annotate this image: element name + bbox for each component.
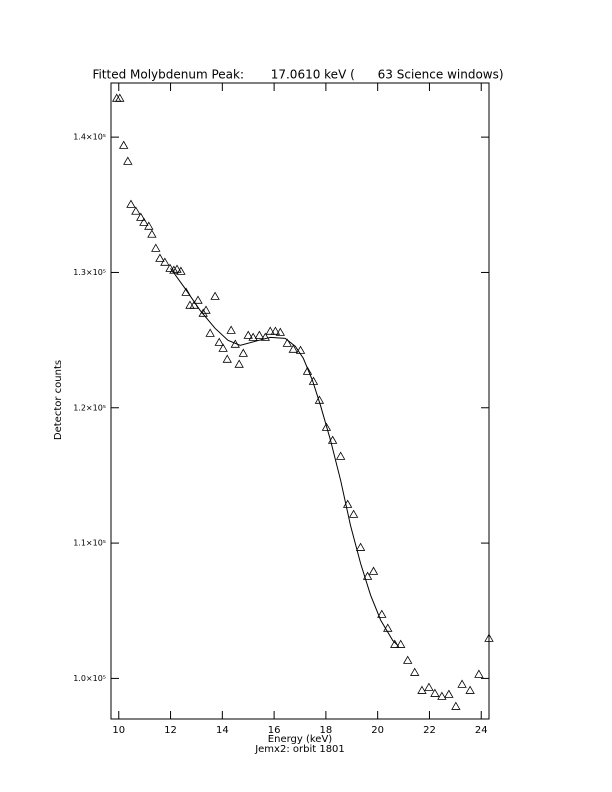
data-point [218,343,228,352]
chart-title: Fitted Molybdenum Peak: 17.0610 keV ( 63… [92,68,503,82]
data-point [243,330,253,339]
data-point [214,337,224,346]
data-point [288,344,298,353]
fit-line [170,268,399,647]
x-axis-label: Energy (keV) [268,734,333,745]
data-point [355,542,366,551]
data-point [444,689,454,698]
data-point [123,156,133,165]
data-point [165,263,175,272]
x-tick-label: 14 [216,725,229,736]
y-tick-label: 1.0×10⁵ [73,674,106,683]
y-tick-label: 1.2×10⁵ [73,403,106,412]
data-point [335,451,346,460]
data-point [474,669,484,678]
data-point [417,685,427,694]
subtitle: Jemx2: orbit 1801 [254,744,345,755]
data-point [131,206,141,215]
y-tick-label: 1.4×10⁵ [73,133,106,142]
data-point [451,701,461,710]
data-point [198,308,208,317]
data-point [377,609,387,618]
x-tick-label: 16 [268,725,281,736]
x-tick-label: 20 [371,725,384,736]
data-point [275,327,286,336]
data-point [265,326,275,335]
data-point [210,291,220,300]
data-point [176,266,186,275]
data-point [238,348,248,357]
data-point [270,326,281,335]
data-point [430,688,440,697]
data-point [457,679,467,688]
data-point [172,264,182,273]
data-point [348,509,359,518]
data-point [205,328,215,337]
data-point [254,330,265,339]
x-tick-label: 12 [164,725,177,736]
data-point [465,685,475,694]
data-point [248,332,258,341]
data-point [282,338,293,347]
data-point [139,217,149,226]
data-point [410,667,420,676]
data-point [368,566,379,575]
data-point [260,332,270,341]
data-point [147,229,157,238]
y-axis-label: Detector counts [53,360,64,440]
data-point [302,366,313,375]
data-point [234,359,244,368]
data-point [118,140,129,149]
data-point [155,253,165,262]
data-point [181,287,191,296]
data-point [115,93,125,102]
data-point [396,639,406,648]
data-point [151,243,161,252]
data-point [484,633,494,642]
y-tick-label: 1.1×10⁵ [73,539,106,548]
data-point [222,354,232,363]
data-point [437,691,447,700]
data-point [226,325,236,334]
x-tick-label: 24 [475,725,488,736]
y-tick-label: 1.3×10⁵ [73,268,106,277]
data-point [136,212,146,221]
data-point [201,305,211,314]
data-point [424,682,434,691]
data-point [193,295,203,304]
x-tick-label: 22 [423,725,436,736]
plot-frame [110,82,490,720]
data-point [126,199,136,208]
data-point [144,221,154,230]
data-point [362,571,373,580]
x-tick-label: 18 [320,725,333,736]
data-point [403,655,413,664]
data-point [321,422,332,431]
data-point [160,257,170,266]
x-tick-label: 10 [112,725,125,736]
